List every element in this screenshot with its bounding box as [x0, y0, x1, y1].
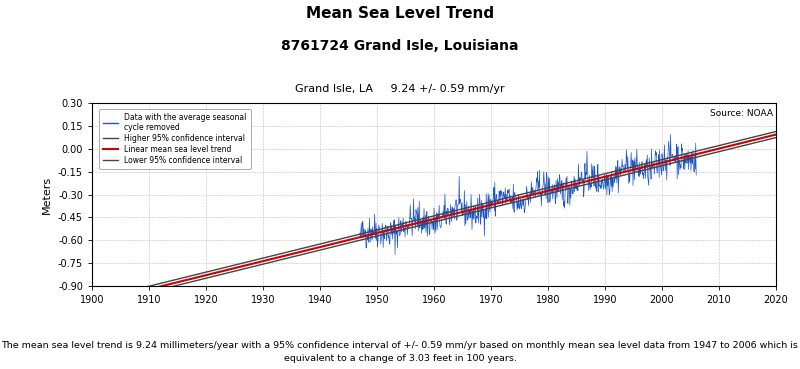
Legend: Data with the average seasonal
cycle removed, Higher 95% confidence interval, Li: Data with the average seasonal cycle rem… — [99, 109, 250, 169]
Text: 8761724 Grand Isle, Louisiana: 8761724 Grand Isle, Louisiana — [282, 39, 518, 53]
Text: Grand Isle, LA     9.24 +/- 0.59 mm/yr: Grand Isle, LA 9.24 +/- 0.59 mm/yr — [295, 84, 505, 94]
Text: Mean Sea Level Trend: Mean Sea Level Trend — [306, 6, 494, 21]
Text: The mean sea level trend is 9.24 millimeters/year with a 95% confidence interval: The mean sea level trend is 9.24 millime… — [2, 341, 798, 363]
Text: Source: NOAA: Source: NOAA — [710, 109, 773, 118]
Y-axis label: Meters: Meters — [42, 176, 52, 214]
